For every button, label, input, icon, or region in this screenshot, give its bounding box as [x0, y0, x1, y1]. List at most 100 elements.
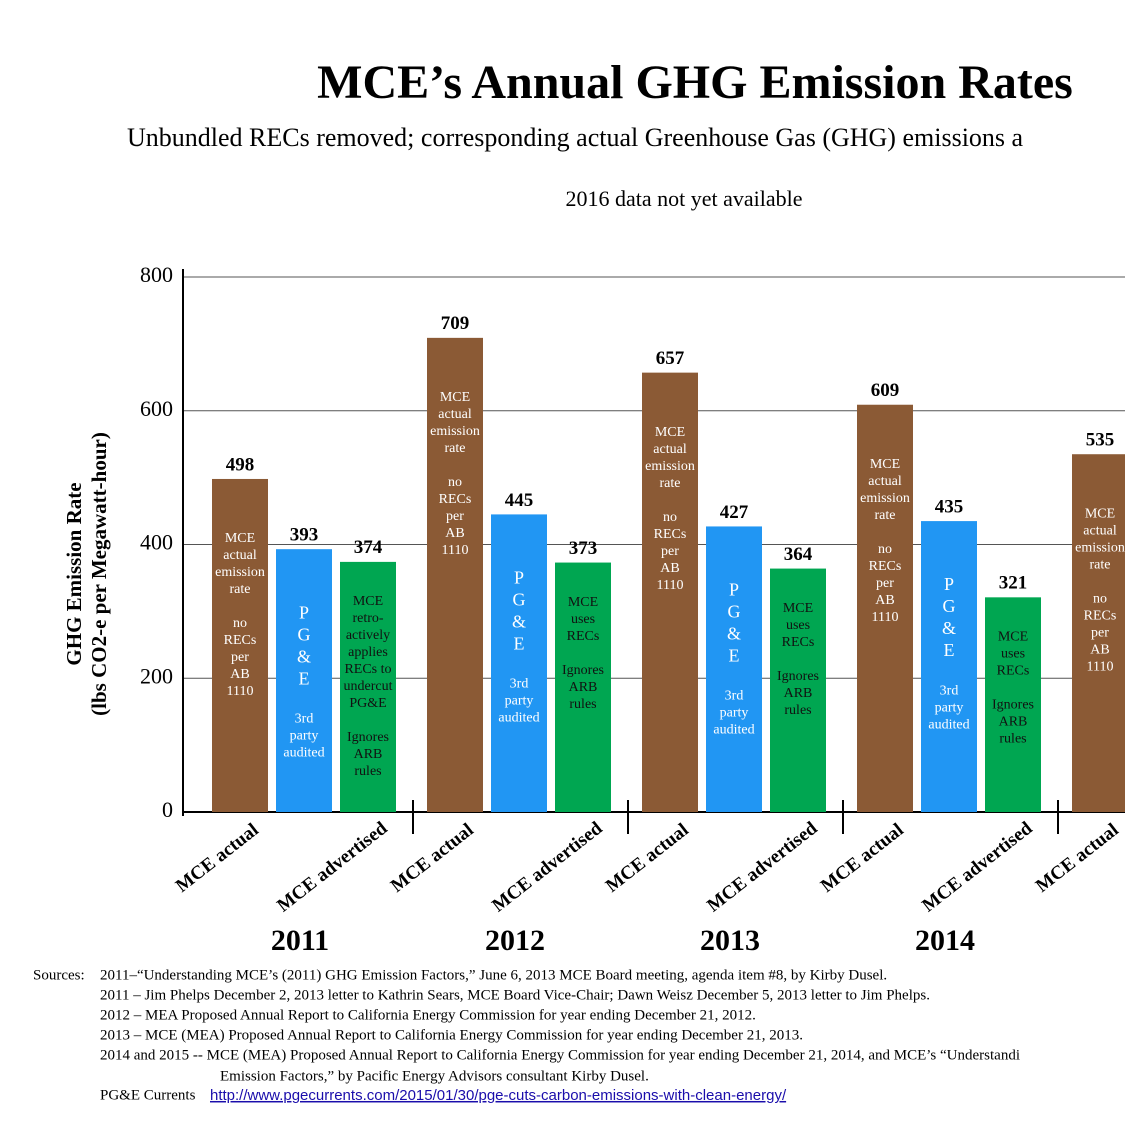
- value-label: 373: [569, 538, 598, 559]
- bar-annotation: AB: [1090, 642, 1109, 657]
- value-label: 427: [720, 502, 749, 523]
- x-sublabel: MCE actual: [387, 819, 478, 896]
- bar-annotation: Ignores: [777, 669, 819, 684]
- bar-annotation: undercut: [344, 679, 393, 694]
- bar-annotation: P: [299, 602, 309, 622]
- y-tick-label: 600: [140, 396, 173, 421]
- bar-annotation: MCE: [870, 457, 900, 472]
- chart-title: MCE’s Annual GHG Emission Rates: [317, 56, 1073, 109]
- bar-annotation: party: [290, 728, 319, 743]
- bar: [491, 514, 547, 812]
- bar: [212, 478, 268, 812]
- bar-annotation: emission: [215, 565, 265, 580]
- x-sublabel: MCE actual: [172, 819, 263, 896]
- bar-annotation: party: [720, 706, 749, 721]
- bar-annotation: actual: [868, 474, 902, 489]
- bar: [427, 337, 483, 812]
- bar-annotation: &: [297, 646, 311, 666]
- source-line: 2012 – MEA Proposed Annual Report to Cal…: [100, 1007, 756, 1023]
- bar-annotation: actual: [653, 442, 687, 457]
- source-link-prefix: PG&E Currents: [100, 1087, 196, 1103]
- bar-annotation: 1110: [227, 684, 254, 699]
- bar-annotation: RECs: [224, 633, 257, 648]
- source-line: 2013 – MCE (MEA) Proposed Annual Report …: [100, 1027, 803, 1043]
- bar-annotation: E: [514, 634, 525, 654]
- bar-annotation: MCE: [353, 594, 383, 609]
- bar-annotation: actual: [223, 548, 257, 563]
- bar-annotation: MCE: [998, 630, 1028, 645]
- bar-annotation: G: [298, 624, 311, 644]
- bar-annotation: rate: [230, 582, 251, 597]
- bar-annotation: AB: [875, 593, 894, 608]
- y-tick-label: 200: [140, 663, 173, 688]
- bar-annotation: rate: [875, 508, 896, 523]
- y-tick-label: 0: [162, 797, 173, 822]
- bar-annotation: P: [514, 568, 524, 588]
- x-tick-label: 2011: [271, 924, 329, 957]
- bar-annotation: ARB: [569, 680, 598, 695]
- bar-annotation: RECs: [997, 664, 1030, 679]
- source-link[interactable]: http://www.pgecurrents.com/2015/01/30/pg…: [210, 1087, 787, 1104]
- value-label: 364: [784, 544, 813, 565]
- source-line: 2011 – Jim Phelps December 2, 2013 lette…: [100, 987, 930, 1003]
- value-label: 498: [226, 454, 255, 475]
- bar: [921, 521, 977, 812]
- bar: [770, 568, 826, 812]
- bar-annotation: AB: [445, 526, 464, 541]
- bar-annotation: MCE: [440, 390, 470, 405]
- bar-annotation: retro-: [352, 611, 383, 626]
- bar-annotation: E: [944, 640, 955, 660]
- bar-annotation: per: [876, 576, 894, 591]
- bar-annotation: audited: [713, 723, 754, 738]
- bar-annotation: emission: [645, 459, 695, 474]
- bar-annotation: MCE: [568, 595, 598, 610]
- bar-annotation: rules: [354, 764, 381, 779]
- bar-annotation: 3rd: [725, 689, 744, 704]
- value-label: 445: [505, 490, 534, 511]
- bar: [985, 597, 1041, 812]
- bar-annotation: per: [661, 544, 679, 559]
- value-label: 435: [935, 496, 964, 517]
- bar-annotation: MCE: [1085, 506, 1115, 521]
- source-line: Emission Factors,” by Pacific Energy Adv…: [220, 1068, 649, 1084]
- bar-annotation: ARB: [354, 747, 383, 762]
- bar-annotation: Ignores: [562, 663, 604, 678]
- bar-annotation: AB: [230, 667, 249, 682]
- y-axis-title: GHG Emission Rate: [62, 482, 86, 665]
- source-line: 2011–“Understanding MCE’s (2011) GHG Emi…: [100, 967, 887, 983]
- bar-annotation: party: [935, 700, 964, 715]
- bar-annotation: 3rd: [940, 683, 959, 698]
- bar-annotation: no: [1093, 591, 1107, 606]
- bar: [1072, 454, 1125, 812]
- bar-annotation: P: [729, 580, 739, 600]
- bar-annotation: PG&E: [349, 696, 386, 711]
- bar-annotation: &: [512, 612, 526, 632]
- bar-annotation: RECs to: [344, 662, 391, 677]
- value-label: 374: [354, 537, 383, 558]
- bar-annotation: rate: [445, 441, 466, 456]
- bar-annotation: &: [942, 618, 956, 638]
- bar: [857, 404, 913, 812]
- bar-annotation: RECs: [869, 559, 902, 574]
- x-sublabel: MCE actual: [817, 819, 908, 896]
- bar-annotation: per: [1091, 625, 1109, 640]
- bar-annotation: &: [727, 624, 741, 644]
- bar: [340, 561, 396, 812]
- bar-annotation: MCE: [783, 601, 813, 616]
- bar-annotation: RECs: [654, 527, 687, 542]
- bar-annotation: AB: [660, 561, 679, 576]
- bar-annotation: rules: [999, 732, 1026, 747]
- bar-annotation: RECs: [782, 635, 815, 650]
- bar-annotation: emission: [860, 491, 910, 506]
- bar-annotation: Ignores: [347, 730, 389, 745]
- bar-annotation: no: [448, 475, 462, 490]
- x-sublabel: MCE advertised: [273, 817, 391, 916]
- bar-annotation: party: [505, 694, 534, 709]
- value-label: 657: [656, 348, 685, 369]
- bar-annotation: audited: [283, 745, 324, 760]
- bar-annotation: RECs: [439, 492, 472, 507]
- value-label: 709: [441, 313, 470, 334]
- bar-annotation: audited: [928, 717, 969, 732]
- bar-annotation: 3rd: [295, 711, 314, 726]
- bar-annotation: 1110: [872, 610, 899, 625]
